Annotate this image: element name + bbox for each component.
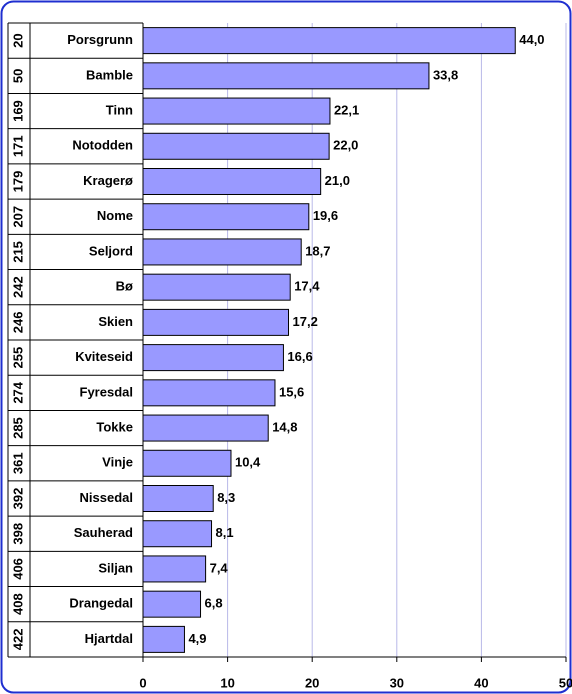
y-tick-label: Kragerø bbox=[83, 173, 133, 188]
bar bbox=[142, 27, 516, 55]
bar bbox=[142, 590, 202, 618]
y-tick-label: Porsgrunn bbox=[67, 32, 133, 47]
bar bbox=[142, 414, 269, 442]
y-tick-label: Siljan bbox=[98, 560, 133, 575]
bar bbox=[142, 379, 276, 407]
y-tick-label: Hjartdal bbox=[85, 631, 133, 646]
rank-label: 20 bbox=[10, 33, 25, 47]
y-tick-label: Vinje bbox=[102, 455, 133, 470]
data-label: 18,7 bbox=[305, 243, 330, 258]
bar bbox=[142, 97, 331, 125]
bar bbox=[142, 555, 207, 583]
data-label: 8,1 bbox=[216, 525, 234, 540]
data-label: 10,4 bbox=[235, 455, 261, 470]
rank-label: 408 bbox=[10, 593, 25, 615]
rank-label: 392 bbox=[10, 488, 25, 510]
rank-label: 398 bbox=[10, 523, 25, 545]
y-tick-label: Bø bbox=[116, 279, 133, 294]
y-tick-label: Tinn bbox=[106, 102, 133, 117]
bar bbox=[142, 273, 291, 301]
rank-label: 169 bbox=[10, 100, 25, 122]
rank-label: 179 bbox=[10, 171, 25, 193]
rank-label: 422 bbox=[10, 629, 25, 651]
y-tick-label: Seljord bbox=[89, 243, 133, 258]
data-label: 15,6 bbox=[279, 384, 304, 399]
x-tick-label: 40 bbox=[474, 675, 488, 690]
bar bbox=[142, 132, 330, 160]
rank-label: 242 bbox=[10, 276, 25, 298]
rank-label: 255 bbox=[10, 347, 25, 369]
data-label: 7,4 bbox=[210, 560, 229, 575]
bar bbox=[142, 520, 213, 548]
rank-label: 207 bbox=[10, 206, 25, 228]
data-label: 22,0 bbox=[333, 138, 358, 153]
y-tick-label: Bamble bbox=[86, 67, 133, 82]
data-label: 22,1 bbox=[334, 102, 359, 117]
y-tick-label: Notodden bbox=[72, 138, 133, 153]
y-tick-label: Nissedal bbox=[80, 490, 133, 505]
rank-label: 171 bbox=[10, 135, 25, 157]
x-tick-label: 30 bbox=[390, 675, 404, 690]
x-tick-label: 0 bbox=[139, 675, 146, 690]
y-tick-label: Sauherad bbox=[74, 525, 133, 540]
rank-label: 215 bbox=[10, 241, 25, 263]
bar bbox=[142, 238, 302, 266]
bar bbox=[142, 344, 284, 372]
y-tick-label: Kviteseid bbox=[75, 349, 133, 364]
data-label: 17,4 bbox=[294, 279, 320, 294]
bar bbox=[142, 168, 322, 195]
data-label: 21,0 bbox=[325, 173, 350, 188]
rank-label: 285 bbox=[10, 417, 25, 439]
y-tick-label: Fyresdal bbox=[80, 384, 133, 399]
bar bbox=[142, 203, 310, 231]
rank-label: 274 bbox=[10, 381, 25, 403]
bar bbox=[142, 485, 214, 512]
data-label: 4,9 bbox=[188, 631, 206, 646]
rank-label: 361 bbox=[10, 452, 25, 474]
x-tick-label: 50 bbox=[559, 675, 572, 690]
data-label: 14,8 bbox=[272, 419, 297, 434]
bar bbox=[142, 449, 232, 477]
y-tick-label: Nome bbox=[97, 208, 133, 223]
y-tick-label: Skien bbox=[98, 314, 133, 329]
bar bbox=[142, 308, 290, 336]
rank-label: 246 bbox=[10, 312, 25, 334]
bar bbox=[142, 625, 185, 653]
data-label: 33,8 bbox=[433, 67, 458, 82]
data-label: 6,8 bbox=[205, 596, 223, 611]
rank-label: 406 bbox=[10, 558, 25, 580]
data-label: 8,3 bbox=[217, 490, 235, 505]
data-label: 17,2 bbox=[293, 314, 318, 329]
data-label: 44,0 bbox=[519, 32, 544, 47]
x-tick-label: 20 bbox=[305, 675, 319, 690]
bar bbox=[142, 62, 430, 90]
x-tick-label: 10 bbox=[220, 675, 234, 690]
data-label: 19,6 bbox=[313, 208, 338, 223]
y-tick-label: Drangedal bbox=[69, 596, 133, 611]
y-tick-label: Tokke bbox=[96, 419, 133, 434]
data-label: 16,6 bbox=[287, 349, 312, 364]
rank-label: 50 bbox=[10, 69, 25, 83]
